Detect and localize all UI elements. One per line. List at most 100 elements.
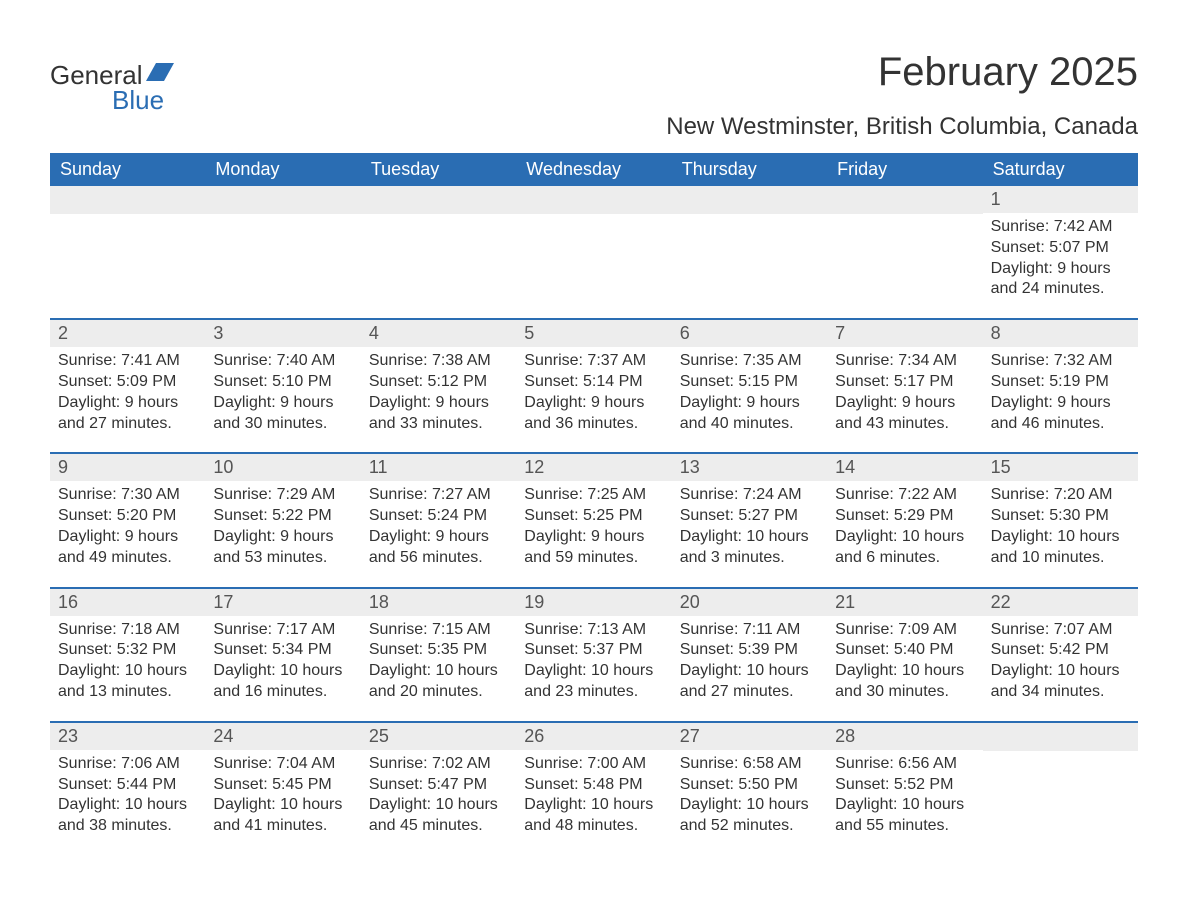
daylight-text: and 40 minutes. xyxy=(680,414,819,435)
sunrise-text: Sunrise: 7:20 AM xyxy=(991,485,1130,506)
sunrise-text: Sunrise: 7:07 AM xyxy=(991,620,1130,641)
calendar-day: 10Sunrise: 7:29 AMSunset: 5:22 PMDayligh… xyxy=(205,454,360,568)
calendar-day xyxy=(827,186,982,300)
sunset-text: Sunset: 5:12 PM xyxy=(369,372,508,393)
sunset-text: Sunset: 5:07 PM xyxy=(991,238,1130,259)
daylight-text: and 16 minutes. xyxy=(213,682,352,703)
daylight-text: Daylight: 10 hours xyxy=(680,795,819,816)
day-details: Sunrise: 7:17 AMSunset: 5:34 PMDaylight:… xyxy=(205,616,360,703)
calendar-day xyxy=(516,186,671,300)
day-number: 12 xyxy=(516,454,671,481)
day-number: 23 xyxy=(50,723,205,750)
sunset-text: Sunset: 5:19 PM xyxy=(991,372,1130,393)
calendar-day: 17Sunrise: 7:17 AMSunset: 5:34 PMDayligh… xyxy=(205,589,360,703)
sunrise-text: Sunrise: 7:32 AM xyxy=(991,351,1130,372)
daylight-text: Daylight: 10 hours xyxy=(213,661,352,682)
calendar-day: 1Sunrise: 7:42 AMSunset: 5:07 PMDaylight… xyxy=(983,186,1138,300)
sunset-text: Sunset: 5:50 PM xyxy=(680,775,819,796)
calendar-day: 8Sunrise: 7:32 AMSunset: 5:19 PMDaylight… xyxy=(983,320,1138,434)
day-number xyxy=(827,186,982,214)
daylight-text: Daylight: 9 hours xyxy=(524,527,663,548)
sunrise-text: Sunrise: 6:58 AM xyxy=(680,754,819,775)
daylight-text: Daylight: 10 hours xyxy=(58,795,197,816)
calendar-week: 2Sunrise: 7:41 AMSunset: 5:09 PMDaylight… xyxy=(50,318,1138,434)
month-title: February 2025 xyxy=(666,50,1138,95)
day-number xyxy=(361,186,516,214)
daylight-text: and 27 minutes. xyxy=(680,682,819,703)
day-number: 25 xyxy=(361,723,516,750)
day-number xyxy=(983,723,1138,751)
daylight-text: and 27 minutes. xyxy=(58,414,197,435)
daylight-text: and 48 minutes. xyxy=(524,816,663,837)
day-details: Sunrise: 7:11 AMSunset: 5:39 PMDaylight:… xyxy=(672,616,827,703)
sunrise-text: Sunrise: 7:24 AM xyxy=(680,485,819,506)
sunrise-text: Sunrise: 7:27 AM xyxy=(369,485,508,506)
daylight-text: Daylight: 10 hours xyxy=(524,795,663,816)
daylight-text: and 34 minutes. xyxy=(991,682,1130,703)
sunrise-text: Sunrise: 7:41 AM xyxy=(58,351,197,372)
daylight-text: and 13 minutes. xyxy=(58,682,197,703)
sunset-text: Sunset: 5:35 PM xyxy=(369,640,508,661)
day-number: 8 xyxy=(983,320,1138,347)
daylight-text: and 3 minutes. xyxy=(680,548,819,569)
day-number: 20 xyxy=(672,589,827,616)
daylight-text: and 49 minutes. xyxy=(58,548,197,569)
sunset-text: Sunset: 5:37 PM xyxy=(524,640,663,661)
sunrise-text: Sunrise: 7:35 AM xyxy=(680,351,819,372)
calendar-day: 26Sunrise: 7:00 AMSunset: 5:48 PMDayligh… xyxy=(516,723,671,837)
day-details: Sunrise: 7:00 AMSunset: 5:48 PMDaylight:… xyxy=(516,750,671,837)
daylight-text: and 30 minutes. xyxy=(835,682,974,703)
daylight-text: and 43 minutes. xyxy=(835,414,974,435)
daylight-text: Daylight: 10 hours xyxy=(991,661,1130,682)
sunset-text: Sunset: 5:30 PM xyxy=(991,506,1130,527)
day-number: 3 xyxy=(205,320,360,347)
daylight-text: and 6 minutes. xyxy=(835,548,974,569)
daylight-text: Daylight: 9 hours xyxy=(213,527,352,548)
sunrise-text: Sunrise: 7:25 AM xyxy=(524,485,663,506)
calendar-day: 16Sunrise: 7:18 AMSunset: 5:32 PMDayligh… xyxy=(50,589,205,703)
day-details: Sunrise: 7:02 AMSunset: 5:47 PMDaylight:… xyxy=(361,750,516,837)
sunrise-text: Sunrise: 7:37 AM xyxy=(524,351,663,372)
daylight-text: Daylight: 10 hours xyxy=(680,527,819,548)
calendar-day xyxy=(50,186,205,300)
sunset-text: Sunset: 5:25 PM xyxy=(524,506,663,527)
sunset-text: Sunset: 5:48 PM xyxy=(524,775,663,796)
calendar-week: 9Sunrise: 7:30 AMSunset: 5:20 PMDaylight… xyxy=(50,452,1138,568)
day-details: Sunrise: 7:22 AMSunset: 5:29 PMDaylight:… xyxy=(827,481,982,568)
sunset-text: Sunset: 5:14 PM xyxy=(524,372,663,393)
calendar-day xyxy=(205,186,360,300)
daylight-text: Daylight: 9 hours xyxy=(58,393,197,414)
day-details: Sunrise: 7:20 AMSunset: 5:30 PMDaylight:… xyxy=(983,481,1138,568)
sunrise-text: Sunrise: 7:13 AM xyxy=(524,620,663,641)
day-number xyxy=(205,186,360,214)
calendar-week: 16Sunrise: 7:18 AMSunset: 5:32 PMDayligh… xyxy=(50,587,1138,703)
sunrise-text: Sunrise: 7:02 AM xyxy=(369,754,508,775)
weekday-header: Sunday xyxy=(50,153,205,186)
daylight-text: Daylight: 9 hours xyxy=(835,393,974,414)
daylight-text: Daylight: 9 hours xyxy=(680,393,819,414)
sunset-text: Sunset: 5:47 PM xyxy=(369,775,508,796)
day-number: 5 xyxy=(516,320,671,347)
day-details: Sunrise: 7:29 AMSunset: 5:22 PMDaylight:… xyxy=(205,481,360,568)
location-label: New Westminster, British Columbia, Canad… xyxy=(666,113,1138,141)
daylight-text: and 38 minutes. xyxy=(58,816,197,837)
day-details: Sunrise: 7:07 AMSunset: 5:42 PMDaylight:… xyxy=(983,616,1138,703)
day-details: Sunrise: 7:42 AMSunset: 5:07 PMDaylight:… xyxy=(983,213,1138,300)
day-details: Sunrise: 7:30 AMSunset: 5:20 PMDaylight:… xyxy=(50,481,205,568)
daylight-text: and 30 minutes. xyxy=(213,414,352,435)
day-details: Sunrise: 7:40 AMSunset: 5:10 PMDaylight:… xyxy=(205,347,360,434)
sunrise-text: Sunrise: 7:17 AM xyxy=(213,620,352,641)
calendar-week: 23Sunrise: 7:06 AMSunset: 5:44 PMDayligh… xyxy=(50,721,1138,837)
day-details: Sunrise: 7:25 AMSunset: 5:25 PMDaylight:… xyxy=(516,481,671,568)
daylight-text: and 59 minutes. xyxy=(524,548,663,569)
calendar-day: 2Sunrise: 7:41 AMSunset: 5:09 PMDaylight… xyxy=(50,320,205,434)
logo-text-blue: Blue xyxy=(112,85,164,116)
day-number: 18 xyxy=(361,589,516,616)
calendar-day: 4Sunrise: 7:38 AMSunset: 5:12 PMDaylight… xyxy=(361,320,516,434)
day-number xyxy=(516,186,671,214)
sunset-text: Sunset: 5:45 PM xyxy=(213,775,352,796)
daylight-text: and 55 minutes. xyxy=(835,816,974,837)
daylight-text: Daylight: 9 hours xyxy=(991,259,1130,280)
calendar-day: 3Sunrise: 7:40 AMSunset: 5:10 PMDaylight… xyxy=(205,320,360,434)
day-number: 16 xyxy=(50,589,205,616)
